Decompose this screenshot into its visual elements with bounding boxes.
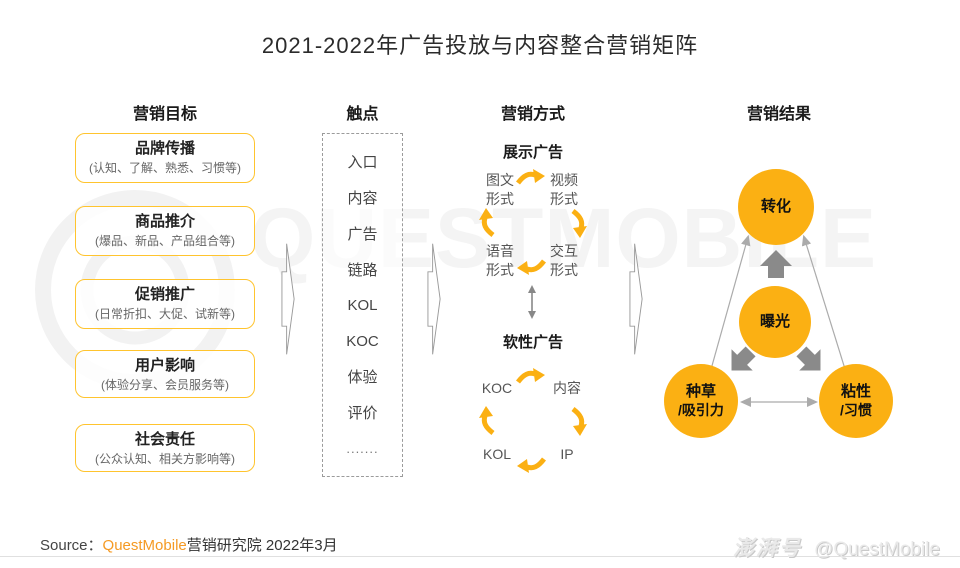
goal-subtitle: (爆品、新品、产品组合等): [95, 234, 235, 249]
node-line: 交互: [550, 243, 578, 259]
touchpoint-ellipsis: .......: [346, 441, 379, 457]
methods-column-header: 营销方式: [500, 106, 565, 123]
display-node-audio: 语音 形式: [475, 242, 525, 280]
bubble-label: /习惯: [840, 401, 872, 418]
node-line: 形式: [486, 190, 514, 207]
goal-title: 社会责任: [134, 431, 195, 448]
cycle-arrow-up-icon: [479, 208, 495, 237]
cycle-arrow-left-icon: [517, 457, 546, 473]
source-brand: QuestMobile: [102, 537, 187, 554]
node-line: 视频: [550, 172, 578, 188]
touchpoint-item: 链路: [347, 261, 378, 279]
bubble-label: 粘性: [840, 382, 871, 400]
goal-title: 品牌传播: [134, 140, 195, 157]
touchpoint-item: 内容: [347, 189, 378, 207]
soft-node-ip: IP: [560, 446, 574, 462]
result-bubble-exposure: 曝光: [739, 286, 811, 358]
chevron-arrow-icon: [629, 243, 643, 355]
display-node-image-text: 图文 形式: [475, 171, 525, 209]
cycle-arrow-right-icon: [516, 368, 545, 384]
results-column-header: 营销结果: [746, 106, 811, 123]
block-arrow-up-icon: [760, 250, 792, 278]
result-bubble-seeding: 种草 /吸引力: [664, 364, 738, 438]
result-bubble-stickiness: 粘性 /习惯: [819, 364, 893, 438]
touchpoints-list: 入口 内容 广告 链路 KOL KOC 体验 评价 .......: [322, 133, 403, 477]
soft-node-koc: KOC: [481, 380, 513, 396]
page-title: 2021-2022年广告投放与内容整合营销矩阵: [261, 33, 699, 58]
display-ads-title: 展示广告: [502, 144, 563, 161]
touchpoint-item: KOL: [347, 297, 378, 315]
touchpoint-item: KOC: [346, 333, 379, 351]
corner-watermark: 澎湃号 @QuestMobile: [733, 532, 940, 562]
touchpoints-column-header: 触点: [346, 106, 379, 123]
node-line: 语音: [486, 243, 514, 259]
bubble-label: 转化: [760, 197, 791, 215]
touchpoint-item: 广告: [347, 225, 378, 243]
soft-node-content: 内容: [553, 380, 581, 396]
chevron-arrow-icon: [281, 243, 295, 355]
bubble-label: /吸引力: [678, 401, 724, 418]
result-bubble-conversion: 转化: [738, 169, 814, 245]
source-line: Source：QuestMobile营销研究院 2022年3月: [40, 534, 338, 555]
updown-arrow-icon: [528, 285, 536, 319]
goal-box-brand: 品牌传播 (认知、了解、熟悉、习惯等): [75, 133, 255, 183]
goal-subtitle: (日常折扣、大促、试新等): [95, 307, 235, 322]
goal-subtitle: (体验分享、会员服务等): [101, 378, 229, 393]
cycle-arrow-down-icon: [571, 209, 587, 238]
display-node-video: 视频 形式: [539, 171, 589, 209]
goals-column-header: 营销目标: [132, 106, 197, 123]
bubble-label: 曝光: [759, 312, 790, 330]
cycle-arrow-right-icon: [516, 169, 545, 185]
goal-title: 商品推介: [134, 213, 195, 230]
goal-box-social: 社会责任 (公众认知、相关方影响等): [75, 424, 255, 472]
soft-ads-title: 软性广告: [502, 334, 563, 351]
touchpoint-item: 体验: [347, 369, 378, 387]
soft-node-kol: KOL: [482, 446, 511, 462]
node-line: 形式: [486, 261, 514, 278]
node-line: 图文: [486, 172, 514, 188]
goal-title: 促销推广: [134, 286, 195, 303]
source-suffix: 营销研究院 2022年3月: [186, 537, 338, 554]
chevron-arrow-icon: [427, 243, 441, 355]
goal-box-promotion: 促销推广 (日常折扣、大促、试新等): [75, 279, 255, 329]
bubble-label: 种草: [685, 382, 716, 400]
touchpoint-item: 入口: [347, 153, 378, 171]
goal-subtitle: (认知、了解、熟悉、习惯等): [89, 161, 241, 176]
display-node-interactive: 交互 形式: [539, 242, 589, 280]
cycle-arrow-left-icon: [517, 259, 546, 275]
bottom-divider: [0, 556, 960, 557]
node-line: 形式: [550, 261, 578, 278]
platform-watermark: 澎湃号: [733, 537, 803, 560]
node-line: 形式: [550, 190, 578, 207]
cycle-arrow-down-icon: [571, 407, 587, 436]
goal-box-product: 商品推介 (爆品、新品、产品组合等): [75, 206, 255, 256]
cycle-arrow-up-icon: [479, 406, 495, 435]
results-connector-lines: [702, 234, 855, 407]
goal-title: 用户影响: [134, 357, 195, 374]
goal-subtitle: (公众认知、相关方影响等): [95, 452, 235, 467]
touchpoint-item: 评价: [347, 405, 378, 423]
block-arrow-downright-icon: [796, 346, 821, 371]
block-arrow-downleft-icon: [731, 346, 756, 371]
goal-box-user: 用户影响 (体验分享、会员服务等): [75, 350, 255, 398]
handle-watermark: @QuestMobile: [814, 539, 940, 560]
source-prefix: Source：: [40, 537, 103, 554]
